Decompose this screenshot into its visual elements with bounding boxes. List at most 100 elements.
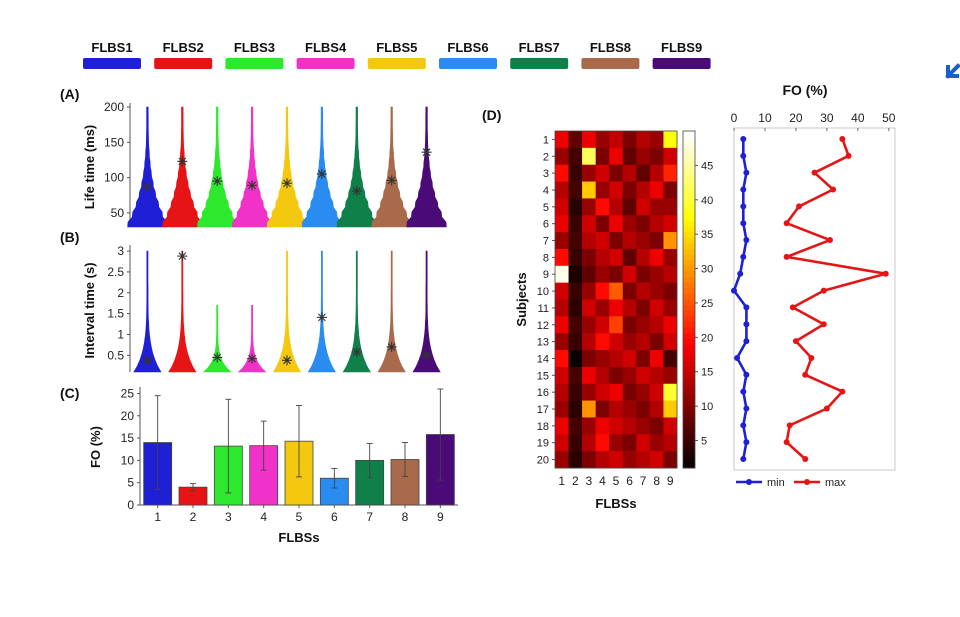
median-marker-A-1 [142,181,153,192]
colorbar-segment-48 [683,394,695,401]
point-max-5 [796,203,803,210]
median-marker-B-9 [421,350,432,361]
y-tick-label-D-13: 13 [537,337,549,349]
point-min-20 [740,456,747,462]
heatmap-cell-3-2 [568,164,583,182]
heatmap-cell-17-1 [555,400,569,418]
heatmap-cell-12-1 [555,316,569,334]
error-bar-7 [366,442,373,478]
x-axis-label-C: FLBSs [278,530,319,545]
heatmap-cell-4-9 [663,181,678,199]
heatmap-cell-20-8 [649,451,664,469]
colorbar-segment-43 [683,366,695,373]
heatmap-cell-5-7 [636,198,651,216]
point-max-16 [839,388,846,395]
colorbar-segment-14 [683,204,695,211]
heatmap-cell-6-2 [568,215,583,233]
y-tick-label-B-2: 1.5 [107,307,124,321]
colorbar-segment-16 [683,215,695,222]
heatmap-cell-9-8 [649,265,664,283]
heatmap-cell-7-8 [649,232,664,250]
heatmap-cell-8-2 [568,248,583,267]
heatmap-cell-2-3 [582,147,596,165]
heatmap-cell-10-1 [555,282,569,300]
heatmap-cell-18-6 [622,417,637,435]
heatmap-cell-7-5 [609,232,624,250]
heatmap-cell-3-3 [582,164,596,182]
legend-swatch-5 [367,58,426,69]
heatmap-cell-15-8 [649,366,664,385]
colorbar-segment-46 [683,383,695,390]
violin-B-1 [133,250,162,373]
legend-swatch-8 [581,58,640,69]
median-marker-B-3 [212,352,223,363]
heatmap-cell-8-3 [582,248,596,267]
error-bar-2 [190,483,196,492]
legend-label-2: FLBS2 [163,40,204,55]
heatmap-cell-2-9 [663,147,678,165]
colorbar-segment-49 [683,400,695,407]
heatmap-cell-12-4 [595,316,610,334]
point-min-17 [743,405,750,412]
heatmap-cell-10-6 [622,282,637,300]
x-tick-label-E-3: 30 [820,111,834,125]
colorbar-segment-29 [683,288,695,295]
legend-marker-max [804,479,810,485]
heatmap-cell-19-1 [555,434,569,452]
legend-label-9: FLBS9 [661,40,702,55]
colorbar-segment-45 [683,378,695,385]
panel-label-C: (C) [60,385,79,401]
colorbar-segment-50 [683,406,695,413]
heatmap-cell-7-4 [595,232,610,250]
y-tick-label-B-4: 2.5 [107,265,124,279]
point-max-13 [792,338,799,345]
legend-label-8: FLBS8 [590,40,631,55]
heatmap-cell-17-4 [595,400,610,418]
panel-label-A: (A) [60,86,79,102]
heatmap-cell-7-2 [568,232,583,250]
point-min-10 [731,287,737,294]
heatmap-cell-1-4 [595,131,610,149]
heatmap-cell-17-5 [609,400,624,418]
heatmap-cell-18-2 [568,417,583,435]
heatmap-cell-12-8 [649,316,664,334]
y-tick-label-D-10: 10 [537,286,549,298]
colorbar-segment-20 [683,237,695,244]
heatmap-cell-13-6 [622,333,637,351]
colorbar-segment-1 [683,131,695,138]
y-axis-label-D: Subjects [514,272,529,326]
heatmap-cell-14-2 [568,350,583,368]
heatmap-cell-6-8 [649,215,664,233]
heatmap-cell-18-8 [649,417,664,435]
colorbar-segment-4 [683,147,695,154]
y-tick-label-C-3: 15 [121,431,135,445]
colorbar-segment-58 [683,451,695,458]
colorbar-segment-60 [683,462,695,469]
violin-B-3 [202,304,232,373]
heatmap-cell-18-7 [636,417,651,435]
heatmap-cell-15-5 [609,366,624,385]
heatmap-cell-2-7 [636,147,651,165]
heatmap-cell-4-4 [595,181,610,199]
median-marker-A-8 [386,175,397,186]
heatmap-cell-5-8 [649,198,664,216]
colorbar-segment-7 [683,164,695,171]
heatmap-cell-19-5 [609,434,624,452]
heatmap-cell-8-8 [649,248,664,267]
x-tick-label-C-9: 9 [437,510,444,524]
colorbar: 5 10 15 20 25 30 35 40 45 [682,130,713,469]
heatmap-cell-4-8 [649,181,664,199]
heatmap-cell-9-5 [609,265,624,283]
colorbar-segment-5 [683,153,695,160]
colorbar-segment-41 [683,355,695,362]
heatmap-cell-20-4 [595,451,610,469]
heatmap-cell-13-4 [595,333,610,351]
colorbar-tick-label-5: 30 [701,264,713,276]
heatmap-cell-12-5 [609,316,624,334]
error-bar-8 [402,442,408,477]
colorbar-segment-30 [683,293,695,300]
heatmap-cell-13-2 [568,333,583,351]
heatmap-cell-3-7 [636,164,651,182]
heatmap-cell-8-6 [622,248,637,267]
x-tick-label-C-6: 6 [331,510,338,524]
